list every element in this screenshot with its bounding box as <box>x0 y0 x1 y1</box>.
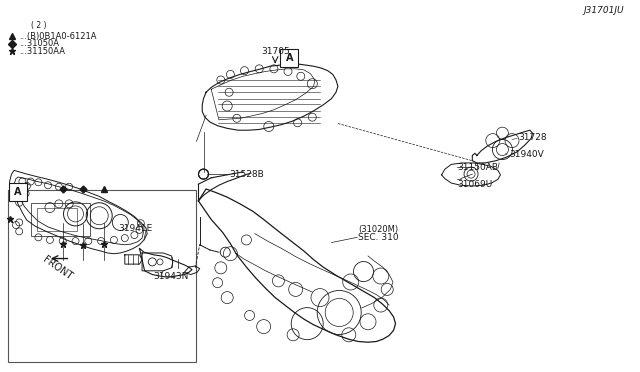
Text: (31020M): (31020M) <box>358 225 399 234</box>
Text: FRONT: FRONT <box>41 254 74 282</box>
Text: 31728: 31728 <box>518 133 547 142</box>
Bar <box>37 208 77 231</box>
Text: 31941E: 31941E <box>118 224 153 233</box>
Bar <box>31 203 90 236</box>
Text: 31943N: 31943N <box>154 272 189 280</box>
Text: 31940V: 31940V <box>509 150 543 159</box>
Text: A: A <box>285 53 293 62</box>
Text: SEC. 310: SEC. 310 <box>358 233 399 242</box>
Text: 31528B: 31528B <box>229 170 264 179</box>
Text: 31069U: 31069U <box>458 180 493 189</box>
Bar <box>8 190 196 362</box>
Text: ...(B)0B1A0-6121A: ...(B)0B1A0-6121A <box>19 32 97 41</box>
Text: A: A <box>14 187 22 197</box>
Bar <box>9 183 27 201</box>
Text: J31701JU: J31701JU <box>584 6 624 15</box>
Text: ...31150AA: ...31150AA <box>19 47 65 56</box>
Text: ( 2 ): ( 2 ) <box>31 21 46 30</box>
Text: ...31050A: ...31050A <box>19 39 60 48</box>
Text: 31150AB: 31150AB <box>458 163 499 172</box>
Bar <box>280 49 298 67</box>
Text: 31705: 31705 <box>261 47 290 56</box>
